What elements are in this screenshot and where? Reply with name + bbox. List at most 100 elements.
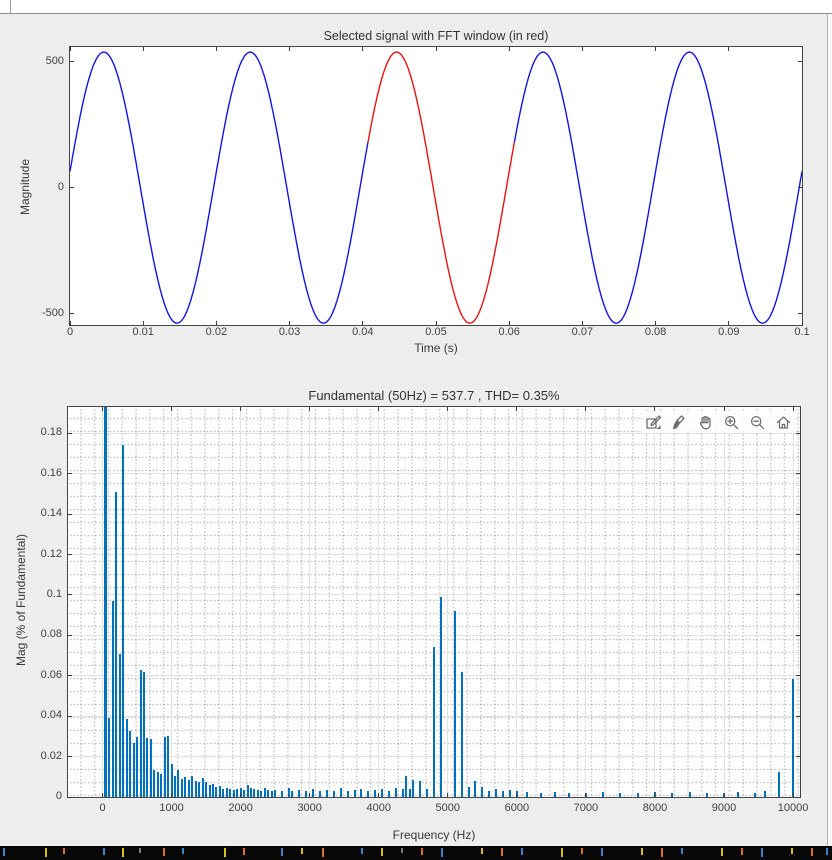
fft-bar [346,790,349,797]
x-tick [447,407,449,411]
y-tick-label: 0.1 [46,587,62,600]
background-signal-mark [561,848,563,857]
x-tick [655,47,657,51]
major-gridline-x [792,407,794,797]
fft-bar [412,779,415,797]
x-tick-label: 0.02 [205,326,228,338]
background-signal-mark [521,848,523,855]
spectrum-plot-area [68,407,800,797]
fft-bar [426,788,429,797]
zoom-out-icon[interactable] [748,413,767,432]
x-tick [69,321,71,325]
fft-bar [174,775,177,797]
major-gridline-x [309,407,311,797]
y-tick-label: 0.12 [40,547,62,560]
spectrum-plot-xlabel: Frequency (Hz) [392,828,476,842]
fft-bar [132,743,135,797]
fft-bar [281,790,284,797]
x-tick-label: 0.09 [718,326,740,338]
major-gridline-y [68,554,800,555]
fft-bar [274,789,277,797]
x-tick [581,321,583,325]
x-tick [801,321,803,325]
y-tick [798,313,802,315]
zoom-in-icon[interactable] [722,413,741,432]
fft-bar [104,407,108,797]
home-icon[interactable] [774,413,793,432]
fft-bar [287,787,290,797]
fft-bar [388,790,391,797]
fft-bar [460,671,463,797]
background-signal-mark [791,848,793,854]
fft-bar [540,792,543,797]
fft-bar [553,791,556,797]
fft-bar [198,781,201,797]
major-gridline-y [68,513,800,515]
fft-bar [142,671,145,797]
y-tick [70,187,74,189]
signal-plot-xlabel: Time (s) [414,341,458,355]
x-tick [792,407,794,411]
spectrum-plot-axes[interactable] [67,406,801,798]
y-tick-label: -500 [41,306,64,319]
background-signal-mark [581,848,583,854]
fft-bar [212,783,215,797]
x-tick-label: 3000 [297,802,322,814]
background-signal-mark [501,848,503,856]
fft-bar [115,491,118,797]
y-tick [796,796,800,798]
x-tick-label: 0.05 [425,326,447,338]
axes-toolbar [642,411,795,433]
major-gridline-x [240,407,242,797]
pan-hand-icon[interactable] [696,413,715,432]
brush-icon[interactable] [670,413,689,432]
x-tick [240,793,242,797]
background-signal-mark [381,848,383,856]
fft-bar [502,790,505,797]
x-tick [378,407,380,411]
fft-bar [191,775,194,797]
x-tick-label: 0.01 [132,326,154,338]
fft-bar [688,791,691,797]
y-tick-label: 0.08 [40,628,62,641]
y-tick [68,554,72,555]
y-tick [68,796,72,798]
background-signal-mark [281,848,283,856]
major-gridline-x [447,407,449,797]
signal-segment [70,51,369,324]
y-tick [68,675,72,677]
x-tick [171,407,173,411]
x-tick-label: 0 [66,326,74,338]
background-signal-mark [661,848,663,857]
major-gridline-y [68,594,800,596]
x-tick-label: 5000 [435,802,461,814]
spectrum-plot-title: Fundamental (50Hz) = 537.7 , THD= 0.35% [308,388,560,403]
y-tick-label: 0 [55,790,62,802]
fft-bar [433,647,435,797]
fft-bar [495,788,498,797]
background-signal-mark [681,848,683,854]
x-tick [289,321,291,325]
x-tick [585,407,587,411]
fft-bar [194,780,197,797]
fft-bar [270,790,273,797]
fft-bar [319,790,322,797]
y-tick [70,313,74,315]
fft-bar [305,790,308,797]
background-signal-mark [3,848,5,856]
fft-bar [205,781,208,797]
fft-bar [139,669,142,797]
fft-bar [291,790,294,797]
major-gridline-y [68,634,800,636]
x-tick-label: 1000 [159,802,184,814]
fft-bar [108,718,111,797]
y-tick [68,634,72,636]
export-icon[interactable] [644,413,663,432]
signal-plot-axes[interactable] [69,46,803,326]
background-signal-mark [601,848,603,856]
background-signal-mark [481,848,483,854]
y-tick [796,473,800,475]
background-signal-mark [122,848,124,857]
x-tick-label: 10000 [777,802,809,814]
fft-bar [239,787,242,797]
